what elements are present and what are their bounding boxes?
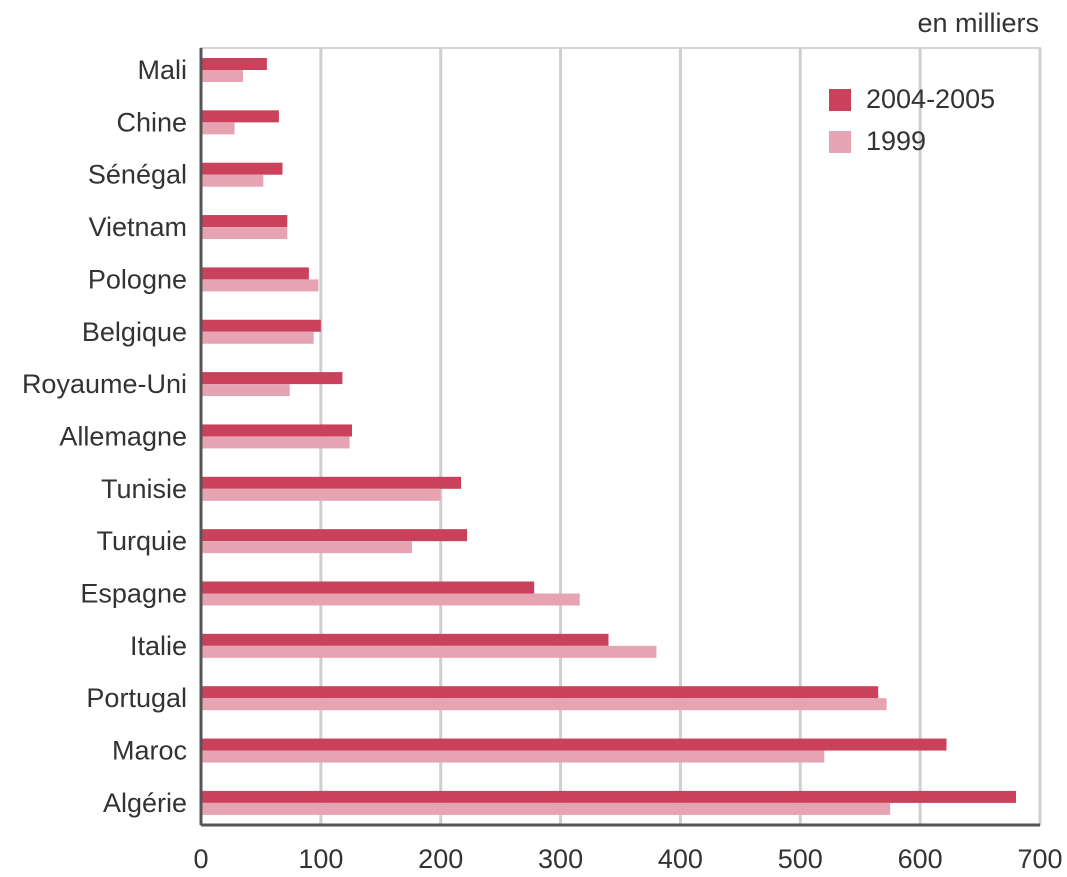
category-label: Portugal — [86, 683, 187, 713]
bar-series2-10 — [201, 593, 580, 606]
category-label: Maroc — [112, 736, 187, 766]
category-label: Espagne — [80, 579, 187, 609]
bar-series2-0 — [201, 70, 243, 82]
bar-series1-12 — [201, 686, 879, 699]
unit-label: en milliers — [917, 8, 1039, 38]
category-label: Turquie — [96, 526, 187, 556]
category-label: Allemagne — [59, 421, 187, 451]
legend-label: 1999 — [866, 126, 926, 156]
category-label: Italie — [130, 631, 187, 661]
x-tick-label: 0 — [193, 844, 208, 874]
x-tick-label: 400 — [658, 844, 703, 874]
bar-series1-5 — [201, 319, 321, 332]
bar-series1-1 — [201, 110, 279, 123]
bar-series1-6 — [201, 372, 343, 385]
category-label: Mali — [137, 55, 187, 85]
bar-series1-3 — [201, 215, 288, 228]
category-label: Vietnam — [88, 212, 187, 242]
bar-series2-9 — [201, 541, 412, 554]
bar-series2-7 — [201, 436, 350, 449]
bar-series1-7 — [201, 424, 353, 437]
bar-series1-13 — [201, 738, 947, 751]
bar-series1-4 — [201, 267, 309, 280]
bar-series2-1 — [201, 122, 235, 135]
bar-series2-8 — [201, 488, 441, 501]
bar-series1-8 — [201, 476, 462, 489]
bar-series1-9 — [201, 529, 468, 542]
category-label: Belgique — [82, 317, 187, 347]
category-label: Sénégal — [88, 160, 187, 190]
x-tick-label: 100 — [298, 844, 343, 874]
category-label: Algérie — [103, 788, 187, 818]
tick-labels: 0 100 200 300 400 500 600 700 — [193, 844, 1062, 874]
bar-series2-11 — [201, 645, 657, 658]
bar-series1-2 — [201, 162, 283, 175]
category-label: Chine — [116, 107, 187, 137]
bars — [201, 58, 1017, 815]
bar-series2-13 — [201, 750, 825, 763]
bar-series1-14 — [201, 790, 1017, 803]
category-label: Royaume-Uni — [22, 369, 187, 399]
axes — [199, 48, 1040, 827]
bar-series2-4 — [201, 279, 319, 292]
bar-series1-10 — [201, 581, 535, 594]
bar-series2-6 — [201, 384, 290, 397]
bar-series2-2 — [201, 174, 264, 187]
x-tick-label: 200 — [418, 844, 463, 874]
bar-series2-5 — [201, 331, 314, 344]
bar-series2-12 — [201, 698, 887, 711]
x-tick-label: 600 — [898, 844, 943, 874]
legend-swatch — [829, 89, 851, 111]
x-tick-label: 300 — [538, 844, 583, 874]
category-label: Pologne — [88, 264, 187, 294]
category-label: Tunisie — [101, 474, 187, 504]
bar-series1-0 — [201, 58, 267, 70]
bar-series2-3 — [201, 227, 288, 240]
legend-label: 2004-2005 — [866, 84, 995, 114]
x-tick-label: 500 — [778, 844, 823, 874]
bar-series1-11 — [201, 633, 609, 646]
legend: 2004-2005 1999 — [829, 84, 995, 156]
category-labels: Mali Chine Sénégal Vietnam Pologne Belgique Ro… — [22, 55, 187, 818]
x-tick-label: 700 — [1017, 844, 1062, 874]
bar-series2-14 — [201, 802, 891, 815]
legend-swatch — [829, 131, 851, 153]
